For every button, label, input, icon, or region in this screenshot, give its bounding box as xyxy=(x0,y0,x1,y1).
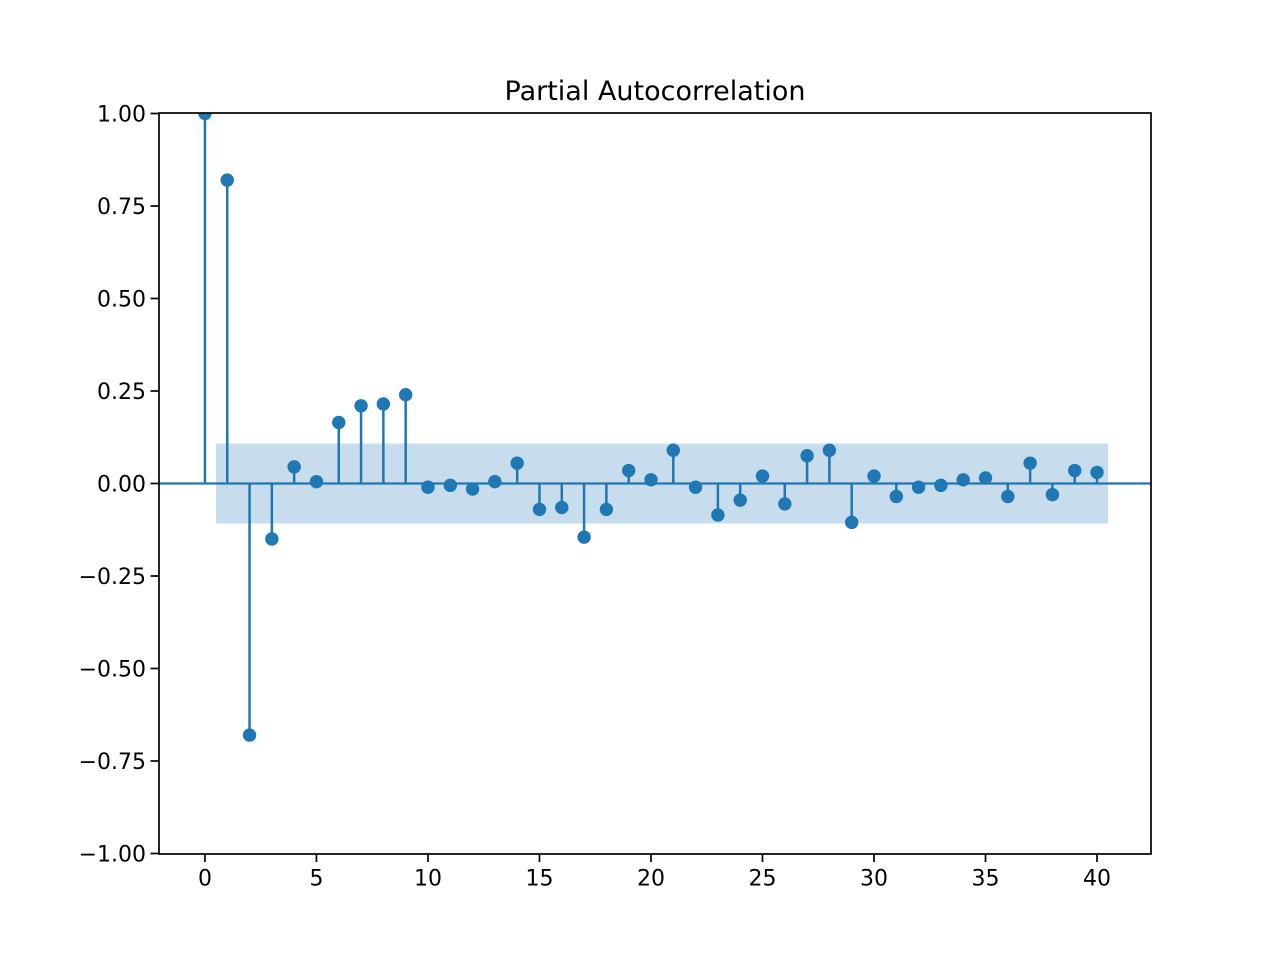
marker-lag-12 xyxy=(465,482,480,496)
marker-lag-29 xyxy=(845,515,859,530)
marker-lag-27 xyxy=(800,449,814,463)
marker-lag-25 xyxy=(755,469,770,483)
x-tick-label-25: 25 xyxy=(748,867,776,892)
marker-lag-16 xyxy=(555,500,569,515)
x-tick-label-40: 40 xyxy=(1083,867,1111,892)
marker-lag-38 xyxy=(1045,487,1060,502)
y-tick-label-0.75: 0.75 xyxy=(97,195,146,220)
marker-lag-15 xyxy=(532,502,547,517)
x-tick-label-5: 5 xyxy=(309,867,323,892)
marker-lag-33 xyxy=(934,478,948,493)
x-tick-label-10: 10 xyxy=(414,867,442,892)
x-tick-label-15: 15 xyxy=(525,867,553,892)
marker-lag-24 xyxy=(733,493,747,507)
marker-lag-7 xyxy=(354,399,368,413)
marker-lag-18 xyxy=(599,502,614,517)
marker-lag-26 xyxy=(778,497,792,511)
marker-lag-19 xyxy=(621,463,636,478)
marker-lag-1 xyxy=(220,173,234,187)
x-tick-label-0: 0 xyxy=(198,867,212,892)
marker-lag-32 xyxy=(911,480,926,494)
y-tick-label-0: 0.00 xyxy=(97,473,146,498)
x-tick-label-35: 35 xyxy=(972,867,1000,892)
marker-lag-17 xyxy=(577,530,591,544)
marker-lag-8 xyxy=(376,397,391,411)
marker-lag-20 xyxy=(644,473,658,487)
marker-lag-0 xyxy=(198,113,212,121)
marker-lag-31 xyxy=(889,489,904,504)
marker-lag-39 xyxy=(1068,463,1082,478)
marker-lag-35 xyxy=(978,471,993,485)
marker-lag-30 xyxy=(867,469,881,483)
marker-lag-21 xyxy=(666,443,680,457)
marker-lag-4 xyxy=(287,460,301,474)
marker-lag-40 xyxy=(1090,465,1104,480)
marker-lag-5 xyxy=(309,474,324,489)
marker-lag-34 xyxy=(956,473,970,487)
marker-lag-11 xyxy=(443,478,457,493)
y-tick-label-0.25: 0.25 xyxy=(97,380,146,405)
marker-lag-2 xyxy=(242,728,257,742)
y-tick-label--1: −1.00 xyxy=(79,843,146,868)
marker-lag-10 xyxy=(421,480,435,494)
marker-lag-6 xyxy=(332,415,346,430)
marker-lag-36 xyxy=(1001,489,1015,504)
axes-spines xyxy=(158,112,1152,855)
marker-lag-37 xyxy=(1023,456,1037,470)
y-tick-label-1: 1.00 xyxy=(97,103,146,128)
marker-lag-9 xyxy=(398,388,413,402)
marker-lag-3 xyxy=(265,532,279,546)
y-tick-label--0.5: −0.50 xyxy=(79,658,146,683)
chart-title: Partial Autocorrelation xyxy=(505,76,806,107)
marker-lag-13 xyxy=(488,474,502,489)
marker-lag-28 xyxy=(822,443,837,457)
marker-lag-23 xyxy=(711,508,725,522)
x-tick-label-20: 20 xyxy=(637,867,665,892)
marker-lag-14 xyxy=(510,456,524,470)
y-tick-label--0.25: −0.25 xyxy=(79,565,146,590)
marker-lag-22 xyxy=(688,480,703,494)
y-tick-label-0.5: 0.50 xyxy=(97,288,146,313)
y-tick-label--0.75: −0.75 xyxy=(79,750,146,775)
x-tick-label-30: 30 xyxy=(860,867,888,892)
